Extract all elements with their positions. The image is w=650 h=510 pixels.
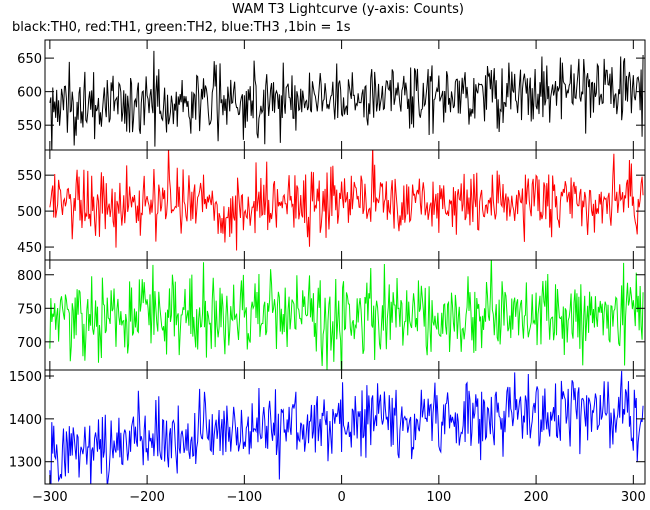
y-tick-label-1-2: 550	[17, 169, 42, 184]
chart-title: WAM T3 Lightcurve (y-axis: Counts)	[232, 2, 464, 17]
panel-2: 700 750 800	[17, 259, 646, 371]
series-line-3	[49, 370, 644, 484]
y-tick-label-3-1: 1400	[9, 413, 42, 428]
series-line-1	[49, 150, 644, 251]
x-tick-label-1: −200	[129, 490, 165, 505]
panel-3: 1300 1400 1500	[9, 369, 646, 485]
chart-subtitle: black:TH0, red:TH1, green:TH2, blue:TH3 …	[12, 20, 351, 35]
x-axis: −300 −200 −100 0 100 200 300	[32, 40, 646, 505]
y-tick-label-0-2: 650	[17, 52, 42, 67]
panel-1: 450 500 550	[17, 149, 646, 261]
y-tick-label-2-0: 700	[17, 336, 42, 351]
panel-frame-0	[44, 39, 646, 151]
x-tick-label-2: −100	[226, 490, 262, 505]
x-tick-label-6: 300	[621, 490, 646, 505]
y-tick-label-0-1: 600	[17, 86, 42, 101]
y-tick-label-1-1: 500	[17, 205, 42, 220]
y-tick-label-3-2: 1500	[9, 370, 42, 385]
x-tick-label-4: 100	[426, 490, 451, 505]
x-tick-label-3: 0	[337, 490, 345, 505]
x-tick-label-0: −300	[32, 490, 68, 505]
panel-0: 550 600 650	[17, 39, 646, 151]
series-line-0	[49, 50, 644, 150]
y-tick-label-2-1: 750	[17, 302, 42, 317]
panel-frame-3	[44, 369, 646, 485]
panels: 550 600 650 450 500 550 700 750 800 1300 1400 1500	[9, 39, 646, 485]
y-tick-label-3-0: 1300	[9, 456, 42, 471]
x-tick-label-5: 200	[524, 490, 549, 505]
y-tick-label-0-0: 550	[17, 119, 42, 134]
y-tick-label-1-0: 450	[17, 241, 42, 256]
series-line-2	[49, 260, 644, 370]
y-tick-label-2-2: 800	[17, 269, 42, 284]
